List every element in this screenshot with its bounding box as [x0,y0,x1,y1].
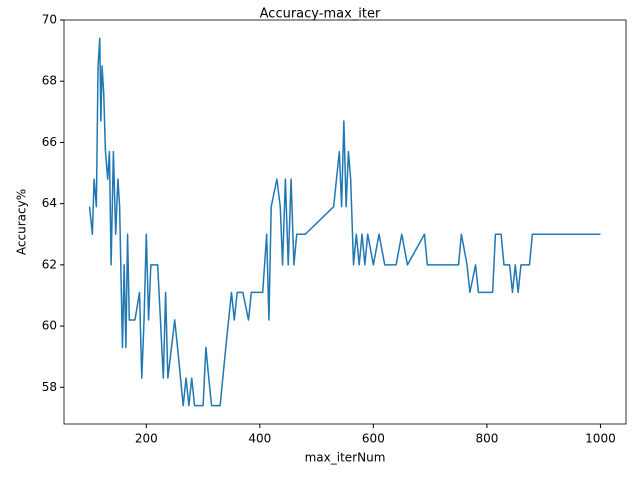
x-tick-label: 600 [362,432,385,446]
y-tick-label: 66 [42,135,57,149]
y-tick-label: 58 [42,380,57,394]
y-tick-label: 70 [42,13,57,27]
x-tick-label: 400 [248,432,271,446]
y-tick-label: 60 [42,319,57,333]
y-tick-label: 62 [42,257,57,271]
data-line [88,37,601,407]
y-tick-label: 64 [42,196,57,210]
y-tick-label: 68 [42,74,57,88]
x-tick-label: 200 [135,432,158,446]
x-tick-label: 800 [475,432,498,446]
x-axis-label: max_iterNum [305,451,386,465]
chart-title: Accuracy-max_iter [260,7,381,22]
plot-frame [63,19,627,425]
x-tick-label: 1000 [585,432,616,446]
y-axis-label: Accuracy% [15,189,29,255]
